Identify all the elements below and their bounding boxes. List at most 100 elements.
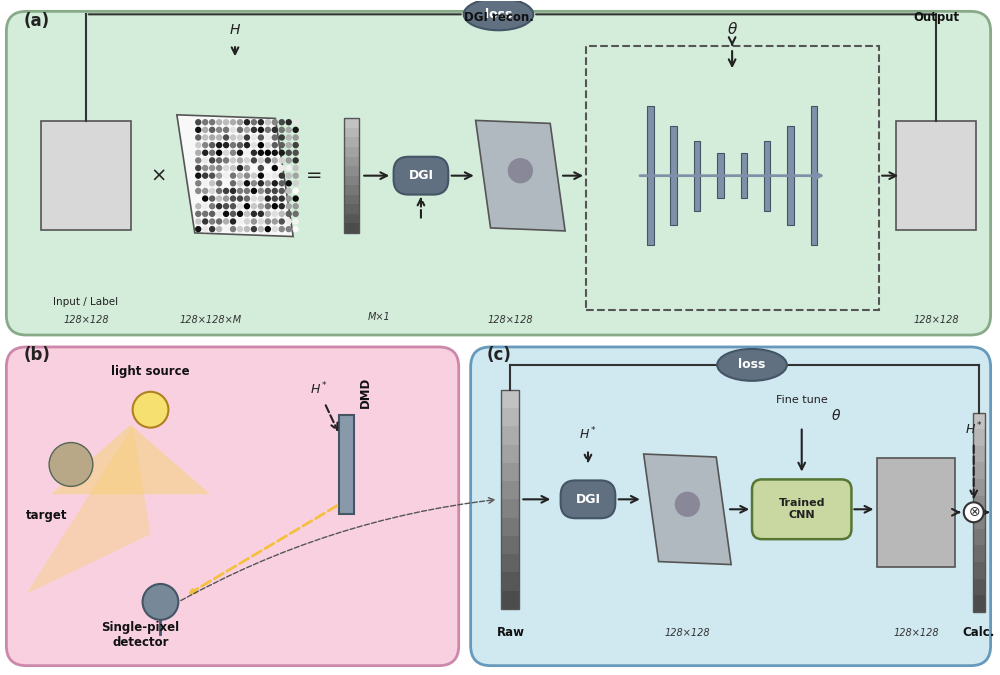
Circle shape [196, 151, 201, 155]
Circle shape [675, 492, 699, 516]
Circle shape [286, 219, 291, 224]
Circle shape [217, 211, 222, 216]
Circle shape [210, 158, 215, 163]
Circle shape [244, 173, 249, 178]
Circle shape [210, 188, 215, 194]
Circle shape [251, 204, 256, 209]
Circle shape [293, 119, 298, 125]
Text: =: = [306, 166, 323, 185]
Bar [344, 147, 359, 157]
Circle shape [251, 142, 256, 148]
Circle shape [217, 158, 222, 163]
Circle shape [244, 165, 249, 171]
Text: ×: × [150, 166, 167, 185]
Circle shape [286, 188, 291, 194]
Circle shape [238, 204, 242, 209]
Circle shape [279, 196, 284, 201]
Text: Output: Output [913, 11, 959, 24]
Bar [501, 408, 519, 427]
Circle shape [133, 392, 168, 428]
Circle shape [231, 188, 236, 194]
Text: 128×128: 128×128 [893, 628, 939, 638]
Circle shape [203, 188, 208, 194]
Circle shape [231, 211, 236, 216]
Circle shape [224, 119, 229, 125]
Circle shape [210, 165, 215, 171]
Circle shape [279, 181, 284, 186]
FancyBboxPatch shape [561, 481, 615, 518]
Circle shape [49, 443, 93, 487]
Text: $\otimes$: $\otimes$ [968, 506, 980, 519]
Polygon shape [644, 454, 731, 564]
FancyArrowPatch shape [981, 509, 988, 516]
Circle shape [224, 173, 229, 178]
FancyArrowPatch shape [970, 446, 977, 497]
Circle shape [238, 219, 242, 224]
Text: Trained
CNN: Trained CNN [778, 499, 825, 520]
Circle shape [196, 227, 201, 232]
Circle shape [244, 119, 249, 125]
Circle shape [238, 188, 242, 194]
Circle shape [238, 142, 242, 148]
Circle shape [279, 151, 284, 155]
Polygon shape [26, 427, 151, 594]
Text: 128×128: 128×128 [665, 628, 710, 638]
Text: DMD: DMD [359, 377, 372, 408]
Circle shape [217, 142, 222, 148]
Circle shape [251, 128, 256, 132]
Circle shape [286, 151, 291, 155]
Circle shape [286, 142, 291, 148]
Text: 128×128: 128×128 [913, 315, 959, 325]
Circle shape [272, 204, 277, 209]
Circle shape [210, 128, 215, 132]
Circle shape [251, 227, 256, 232]
Circle shape [224, 165, 229, 171]
Text: 128×128: 128×128 [63, 315, 109, 325]
Circle shape [217, 151, 222, 155]
Circle shape [251, 158, 256, 163]
Text: Single-pixel
detector: Single-pixel detector [102, 621, 180, 649]
Circle shape [258, 173, 263, 178]
FancyBboxPatch shape [394, 157, 448, 194]
Circle shape [196, 119, 201, 125]
Circle shape [251, 219, 256, 224]
Circle shape [279, 219, 284, 224]
Circle shape [203, 219, 208, 224]
Circle shape [272, 165, 277, 171]
Circle shape [203, 211, 208, 216]
FancyArrowPatch shape [418, 198, 424, 218]
Circle shape [238, 181, 242, 186]
Circle shape [258, 142, 263, 148]
Circle shape [196, 135, 201, 140]
Circle shape [203, 227, 208, 232]
Circle shape [293, 204, 298, 209]
Bar [647, 106, 654, 246]
Circle shape [272, 181, 277, 186]
Circle shape [217, 196, 222, 201]
Circle shape [224, 211, 229, 216]
Circle shape [265, 128, 270, 132]
Circle shape [231, 204, 236, 209]
Circle shape [258, 204, 263, 209]
Bar [344, 138, 359, 147]
Circle shape [238, 165, 242, 171]
Bar [973, 562, 985, 578]
Text: 128×128: 128×128 [488, 315, 533, 325]
Circle shape [272, 128, 277, 132]
Circle shape [196, 173, 201, 178]
FancyArrowPatch shape [729, 51, 735, 66]
Circle shape [286, 181, 291, 186]
Circle shape [217, 181, 222, 186]
Text: 128×128×M: 128×128×M [179, 315, 241, 325]
Circle shape [231, 128, 236, 132]
Text: DGI: DGI [575, 493, 600, 506]
Circle shape [244, 142, 249, 148]
Circle shape [272, 219, 277, 224]
Circle shape [210, 196, 215, 201]
Circle shape [258, 181, 263, 186]
Circle shape [251, 196, 256, 201]
Circle shape [244, 196, 249, 201]
Circle shape [196, 165, 201, 171]
Circle shape [279, 173, 284, 178]
Bar [973, 429, 985, 446]
